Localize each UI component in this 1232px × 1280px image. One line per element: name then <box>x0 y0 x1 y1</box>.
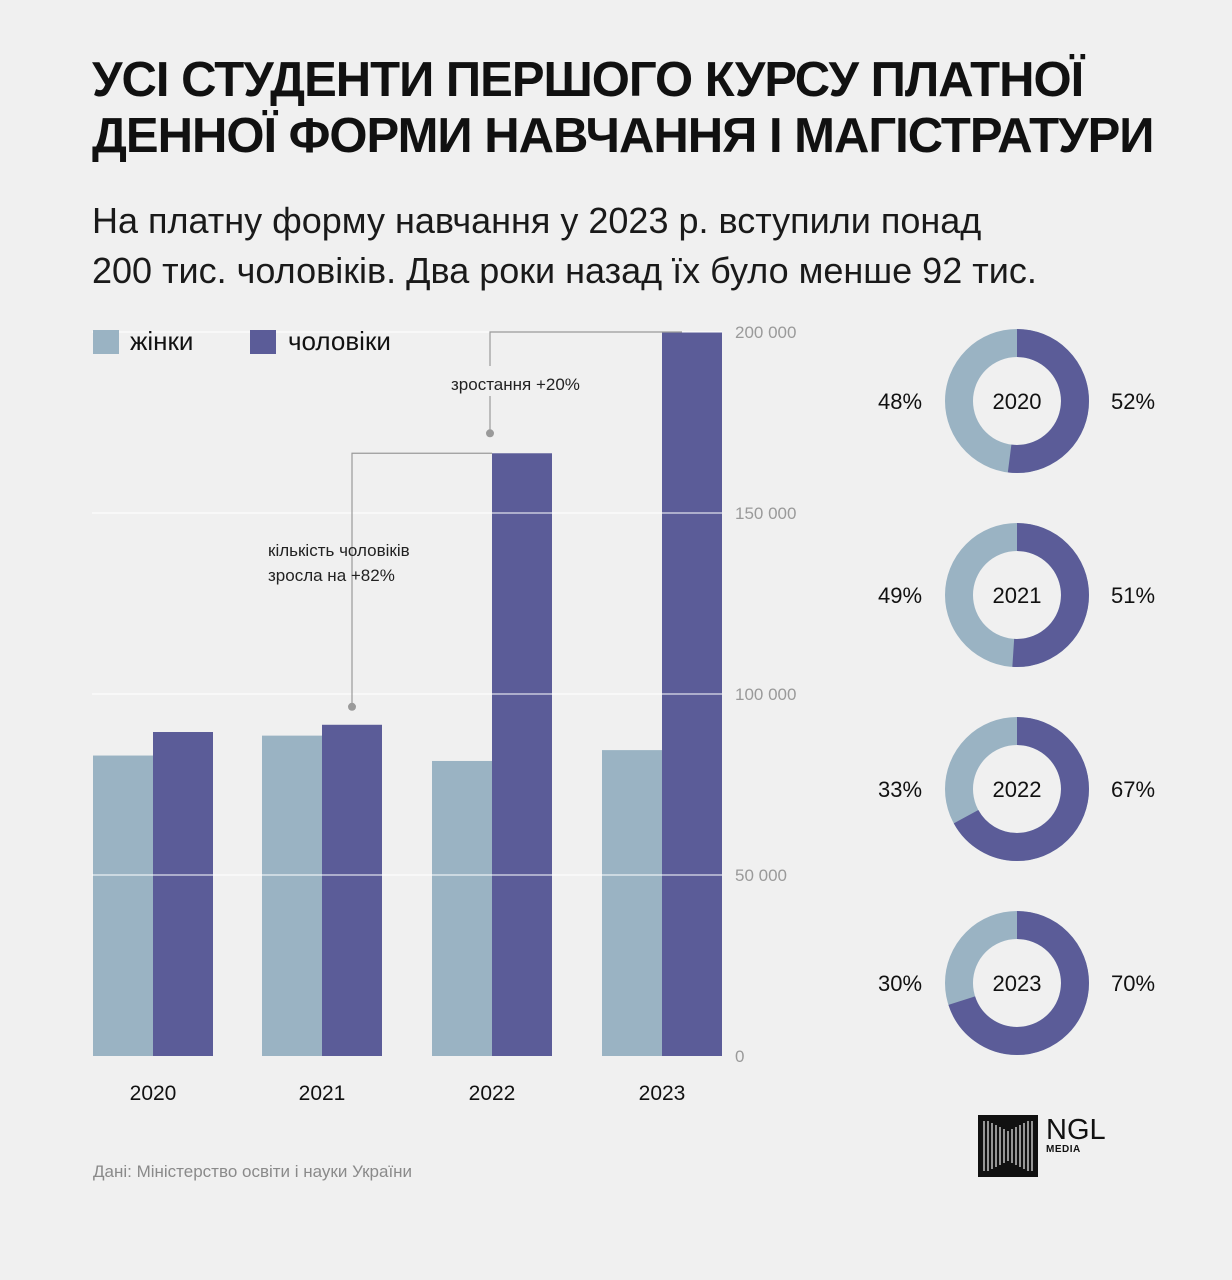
annotation-text-20: зростання +20% <box>451 375 580 394</box>
donut-year-2020: 2020 <box>993 389 1042 414</box>
donut-year-2023: 2023 <box>993 971 1042 996</box>
donut-men-2023 <box>945 911 1089 1055</box>
y-tick-label-150000: 150 000 <box>735 504 796 523</box>
donut-men-2021 <box>945 523 1089 667</box>
donut-men-label-2021: 51% <box>1111 583 1155 608</box>
source-note: Дані: Міністерство освіти і науки Україн… <box>93 1162 413 1181</box>
annotation-line-82 <box>351 452 492 707</box>
y-tick-label-200000: 200 000 <box>735 323 796 342</box>
annotation-text-82-line2: зросла на +82% <box>268 566 395 585</box>
bar-men-2021 <box>322 724 382 1056</box>
title-line-1: УСІ СТУДЕНТИ ПЕРШОГО КУРСУ ПЛАТНОЇ <box>92 53 1084 107</box>
donut-women-label-2020: 48% <box>878 389 922 414</box>
legend-label-men: чоловіки <box>288 326 391 356</box>
bar-women-2020 <box>93 755 153 1056</box>
x-tick-label-2021: 2021 <box>299 1082 346 1105</box>
ngl-media-logo: NGL MEDIA <box>978 1115 1118 1179</box>
bar-women-2021 <box>262 735 322 1056</box>
legend-label-women: жінки <box>130 326 193 356</box>
donut-men-2020 <box>945 329 1089 473</box>
ngl-logo-mark <box>978 1115 1038 1177</box>
x-tick-label-2023: 2023 <box>639 1082 686 1105</box>
annotation-line-20 <box>489 331 682 434</box>
annotation-text-82-line1: кількість чоловіків <box>268 541 410 560</box>
donut-men-label-2022: 67% <box>1111 777 1155 802</box>
y-tick-label-50000: 50 000 <box>735 866 787 885</box>
annotation-bg-20 <box>444 366 604 396</box>
donut-year-2021: 2021 <box>993 583 1042 608</box>
donut-women-label-2023: 30% <box>878 971 922 996</box>
bar-women-2022 <box>432 760 492 1056</box>
legend-swatch-men <box>250 330 276 354</box>
bar-men-2020 <box>153 732 213 1056</box>
annotation-dot-82 <box>348 702 356 711</box>
donut-men-2022 <box>945 717 1089 861</box>
logo-name: NGL <box>1046 1114 1106 1146</box>
bar-men-2022 <box>492 453 552 1056</box>
chart-canvas: 2020 2021 2022 2023 0 50 000 100 000 150 000 200… <box>92 323 1155 1105</box>
y-tick-label-100000: 100 000 <box>735 685 796 704</box>
chart-subtitle: На платну форму навчання у 2023 р. вступ… <box>92 196 1202 296</box>
x-tick-label-2022: 2022 <box>469 1082 516 1105</box>
subtitle-line-2: 200 тис. чоловіків. Два роки назад їх бу… <box>92 250 1037 291</box>
title-line-2: ДЕННОЇ ФОРМИ НАВЧАННЯ І МАГІСТРАТУРИ <box>92 109 1154 163</box>
bar-women-2023 <box>602 750 662 1056</box>
donut-men-label-2020: 52% <box>1111 389 1155 414</box>
donut-men-label-2023: 70% <box>1111 971 1155 996</box>
x-tick-label-2020: 2020 <box>130 1082 177 1105</box>
subtitle-line-1: На платну форму навчання у 2023 р. вступ… <box>92 200 982 241</box>
logo-sub: MEDIA <box>1046 1144 1081 1155</box>
y-tick-label-0: 0 <box>735 1047 744 1066</box>
donut-women-label-2022: 33% <box>878 777 922 802</box>
donut-year-2022: 2022 <box>993 777 1042 802</box>
chart-title: УСІ СТУДЕНТИ ПЕРШОГО КУРСУ ПЛАТНОЇ ДЕННО… <box>92 52 1192 164</box>
legend-swatch-women <box>93 330 119 354</box>
donut-women-label-2021: 49% <box>878 583 922 608</box>
annotation-dot-20 <box>486 429 494 438</box>
